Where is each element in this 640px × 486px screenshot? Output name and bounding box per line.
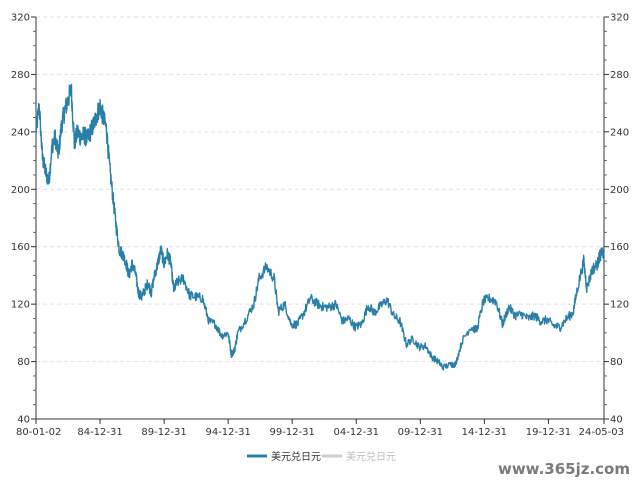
x-tick-label-0: 80-01-02 xyxy=(16,427,61,438)
y-tick-label-right-280: 280 xyxy=(610,70,629,81)
x-tick-label-1: 84-12-31 xyxy=(77,427,122,438)
legend-label-series-2: 美元兑日元 xyxy=(346,450,396,463)
legend-label-series-1: 美元兑日元 xyxy=(271,450,321,463)
y-tick-label-right-120: 120 xyxy=(610,300,629,311)
y-tick-label-left-40: 40 xyxy=(17,415,30,426)
y-tick-label-left-240: 240 xyxy=(11,127,30,138)
x-tick-label-3: 94-12-31 xyxy=(205,427,250,438)
x-tick-label-5: 04-12-31 xyxy=(334,427,379,438)
series-layer xyxy=(35,83,605,371)
x-tick-label-7: 14-12-31 xyxy=(462,427,507,438)
y-tick-label-left-120: 120 xyxy=(11,300,30,311)
y-tick-label-right-240: 240 xyxy=(610,127,629,138)
y-tick-label-right-200: 200 xyxy=(610,185,629,196)
x-tick-label-2: 89-12-31 xyxy=(141,427,186,438)
legend-item-series-1[interactable]: 美元兑日元 xyxy=(247,450,321,463)
gridlines xyxy=(36,16,604,363)
x-tick-label-4: 99-12-31 xyxy=(270,427,315,438)
watermark-text: www.365jz.com xyxy=(498,460,630,478)
y-tick-label-right-40: 40 xyxy=(610,415,623,426)
axes-ticks: 40 40 80 80 120 120 160 160 200 200 240 240 280 280 32… xyxy=(11,13,629,439)
x-tick-label-9: 24-05-03 xyxy=(579,427,624,438)
y-tick-label-left-80: 80 xyxy=(17,357,30,368)
y-tick-label-left-200: 200 xyxy=(11,185,30,196)
y-tick-label-left-160: 160 xyxy=(11,242,30,253)
legend-item-series-2[interactable]: 美元兑日元 xyxy=(322,450,396,463)
x-tick-label-8: 19-12-31 xyxy=(526,427,571,438)
y-tick-label-right-320: 320 xyxy=(610,13,629,24)
y-tick-label-right-160: 160 xyxy=(610,242,629,253)
x-tick-label-6: 09-12-31 xyxy=(398,427,443,438)
y-tick-label-right-80: 80 xyxy=(610,357,623,368)
series-line-usd-jpy xyxy=(35,83,605,371)
y-tick-label-left-280: 280 xyxy=(11,70,30,81)
legend[interactable]: 美元兑日元 美元兑日元 xyxy=(247,450,396,463)
y-tick-label-left-320: 320 xyxy=(11,13,30,24)
